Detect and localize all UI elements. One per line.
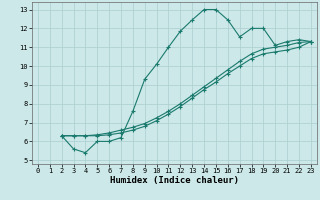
X-axis label: Humidex (Indice chaleur): Humidex (Indice chaleur): [110, 176, 239, 185]
